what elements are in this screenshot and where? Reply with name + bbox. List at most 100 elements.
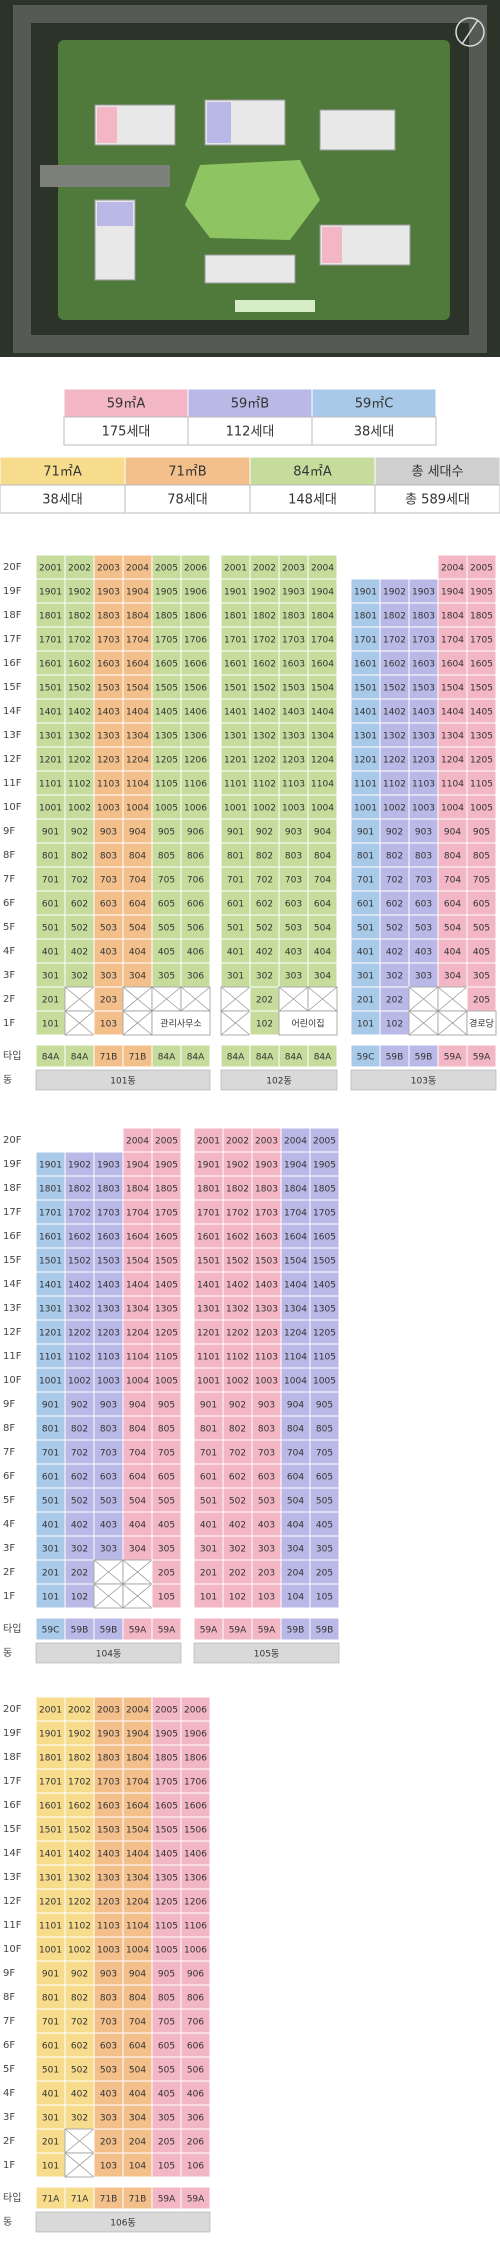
unit-cell (307, 842, 338, 868)
floor-label: 5F (3, 2064, 15, 2075)
unit-cell (251, 1463, 282, 1489)
unit-number: 1802 (68, 612, 91, 622)
unit-cell (408, 674, 439, 700)
unit-cell (93, 578, 124, 604)
unit-number: 1902 (253, 588, 276, 598)
roof (97, 202, 133, 226)
unit-number: 702 (71, 2018, 88, 2028)
unit-number: 1604 (311, 660, 334, 670)
unit-cell (466, 938, 497, 964)
unit-number: 604 (314, 900, 331, 910)
unit-number: 1301 (354, 732, 377, 742)
unit-number: 603 (100, 900, 117, 910)
unit-number: 1801 (354, 612, 377, 622)
unit-number: 601 (42, 2042, 59, 2052)
unit-number: 1205 (155, 1898, 178, 1908)
unit-cell (151, 1696, 182, 1722)
unit-cell (249, 650, 280, 676)
unit-cell (249, 602, 280, 628)
unit-number: 1502 (68, 684, 91, 694)
unit-cell (64, 914, 95, 940)
unit-number: 1601 (39, 660, 62, 670)
unit-number: 2003 (255, 1137, 278, 1147)
unit-number: 1504 (311, 684, 334, 694)
unit-number: 603 (258, 1473, 275, 1483)
unit-number: 404 (287, 1521, 304, 1531)
unit-cell (180, 938, 211, 964)
unit-number: 102 (71, 1593, 88, 1603)
unit-number: 1004 (311, 804, 334, 814)
unit-cell (280, 1343, 311, 1369)
unit-number: 1602 (383, 660, 406, 670)
unit-number: 1304 (126, 1305, 149, 1315)
unit-cell (408, 770, 439, 796)
unit-cell (35, 1768, 66, 1794)
closed-cross (93, 1583, 124, 1609)
unit-number: 1305 (313, 1305, 336, 1315)
unit-number: 1403 (97, 1281, 120, 1291)
unit-cell (35, 1319, 66, 1345)
unit-number: 1306 (184, 732, 207, 742)
unit-cell (251, 1439, 282, 1465)
building-105 (204, 254, 296, 284)
unit-number: 303 (100, 2114, 117, 2124)
unit-number: 401 (200, 1521, 217, 1531)
unit-number: 1501 (39, 1257, 62, 1267)
floor-label: 1F (3, 1591, 15, 1602)
closed-cross (220, 1010, 251, 1036)
unit-number: 801 (42, 1425, 59, 1435)
unit-number: 303 (415, 972, 432, 982)
unit-number: 802 (71, 1994, 88, 2004)
closed-cross (64, 2152, 95, 2178)
unit-number: 1805 (313, 1185, 336, 1195)
unit-number: 403 (100, 1521, 117, 1531)
unit-cell (151, 1487, 182, 1513)
unit-number: 905 (158, 828, 175, 838)
unit-number: 805 (158, 1994, 175, 2004)
unit-number: 1102 (68, 1353, 91, 1363)
unit-number: 1303 (282, 732, 305, 742)
floor-label: 15F (3, 682, 22, 693)
unit-number: 1704 (311, 636, 334, 646)
unit-cell (122, 842, 153, 868)
unit-number: 1302 (253, 732, 276, 742)
unit-number: 1803 (255, 1185, 278, 1195)
unit-number: 1103 (97, 1353, 120, 1363)
unit-number: 1805 (155, 612, 178, 622)
floor-label: 12F (3, 754, 22, 765)
unit-cell (93, 1696, 124, 1722)
unit-number: 1801 (224, 612, 247, 622)
unit-number: 1305 (155, 1305, 178, 1315)
unit-cell (151, 1984, 182, 2010)
unit-number: 1104 (126, 1922, 149, 1932)
unit-cell (309, 1127, 340, 1153)
unit-number: 602 (71, 1473, 88, 1483)
unit-number: 1101 (197, 1353, 220, 1363)
unit-number: 403 (258, 1521, 275, 1531)
unit-number: 1201 (224, 756, 247, 766)
unit-number: 301 (42, 1545, 59, 1555)
entrance-road (40, 165, 170, 187)
unit-number: 301 (200, 1545, 217, 1555)
unit-number: 602 (256, 900, 273, 910)
floor-label: 18F (3, 1752, 22, 1763)
unit-number: 403 (100, 2090, 117, 2100)
unit-number: 602 (71, 2042, 88, 2052)
unit-number: 1205 (313, 1329, 336, 1339)
floor-label: 18F (3, 610, 22, 621)
unit-number: 705 (158, 2018, 175, 2028)
unit-number: 905 (158, 1970, 175, 1980)
unit-cell (35, 1151, 66, 1177)
unit-cell (280, 1295, 311, 1321)
unit-number: 1401 (224, 708, 247, 718)
unit-number: 1803 (412, 612, 435, 622)
building-name: 106동 (110, 2218, 135, 2229)
unit-number: 1004 (284, 1377, 307, 1387)
unit-cell (193, 1247, 224, 1273)
unit-number: 405 (473, 948, 490, 958)
unit-cell (122, 2152, 153, 2178)
unit-cell (180, 1936, 211, 1962)
unit-number: 504 (129, 2066, 146, 2076)
unit-number: 1001 (197, 1377, 220, 1387)
unit-number: 1202 (68, 1898, 91, 1908)
